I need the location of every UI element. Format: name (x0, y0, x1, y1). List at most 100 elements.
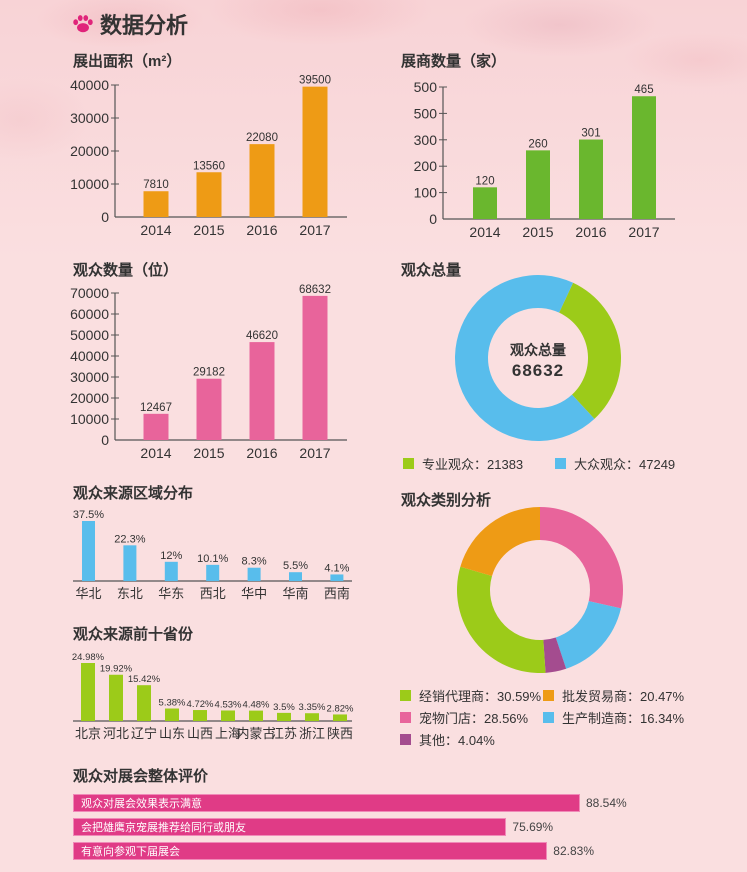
bar-华东 (164, 561, 178, 581)
bar-陕西 (333, 714, 347, 721)
bar-2015 (196, 378, 222, 440)
x-tick-label: 2015 (522, 224, 553, 240)
evaluation-value: 82.83% (553, 844, 594, 858)
paw-icon (73, 15, 93, 33)
bar-value-label: 37.5% (73, 509, 104, 521)
legend-swatch (555, 458, 566, 469)
x-tick-label: 华东 (158, 586, 184, 601)
bar-2016 (249, 144, 275, 217)
y-tick-label: 30000 (70, 369, 109, 385)
bar-value-label: 12467 (140, 402, 172, 414)
bar-辽宁 (137, 685, 151, 721)
legend-manufacturer: 生产制造商：16.34% (543, 708, 684, 727)
bar-华南 (289, 572, 302, 581)
x-tick-label: 浙江 (299, 726, 325, 741)
bar-value-label: 7810 (143, 179, 169, 191)
evaluation-value: 88.54% (586, 796, 627, 810)
x-tick-label: 河北 (103, 726, 129, 741)
legend-label: 专业观众：21383 (422, 457, 524, 472)
x-tick-label: 西南 (324, 586, 350, 601)
exhibitors-chart-title: 展商数量（家） (401, 53, 507, 70)
bar-value-label: 3.5% (273, 702, 295, 713)
bar-内蒙古 (249, 710, 263, 721)
y-tick-label: 300 (414, 132, 438, 148)
x-tick-label: 山西 (187, 726, 213, 741)
visitor-total-slice-专业观众 (559, 282, 621, 419)
x-tick-label: 2017 (299, 445, 330, 461)
x-tick-label: 江苏 (271, 726, 297, 741)
bar-value-label: 68632 (299, 284, 331, 296)
donut-center-value: 68632 (511, 361, 565, 380)
bar-value-label: 5.38% (159, 698, 186, 709)
evaluation-bar-satisfied: 观众对展会效果表示满意 (73, 794, 580, 812)
bar-value-label: 46620 (246, 330, 278, 342)
x-tick-label: 北京 (75, 726, 101, 741)
visitor-types-slice-宠物门店 (540, 507, 623, 609)
x-tick-label: 山东 (159, 726, 185, 741)
bar-value-label: 301 (581, 128, 600, 140)
bar-河北 (109, 674, 123, 721)
bar-浙江 (305, 713, 319, 721)
legend-distributor: 经销代理商：30.59% (400, 686, 541, 705)
bar-value-label: 120 (475, 175, 494, 187)
x-tick-label: 2014 (140, 222, 171, 238)
bar-value-label: 5.5% (283, 560, 308, 572)
bar-2014 (473, 187, 497, 219)
legend-swatch (543, 712, 554, 723)
bar-2017 (632, 96, 656, 219)
y-tick-label: 50000 (70, 327, 109, 343)
x-tick-label: 西北 (200, 586, 226, 601)
bar-value-label: 465 (634, 84, 653, 96)
bar-value-label: 15.42% (128, 674, 161, 685)
bar-value-label: 8.3% (242, 556, 267, 568)
legend-label: 宠物门店：28.56% (419, 711, 529, 726)
legend-label: 批发贸易商：20.47% (562, 689, 685, 704)
bar-value-label: 22.3% (114, 533, 145, 545)
bar-value-label: 39500 (299, 75, 331, 87)
visitor-total-slice-大众观众 (454, 274, 595, 441)
bar-西南 (330, 574, 344, 581)
x-tick-label: 2017 (628, 224, 659, 240)
legend-wholesaler: 批发贸易商：20.47% (543, 686, 684, 705)
bar-value-label: 13560 (193, 160, 225, 172)
evaluation-bar-next-visit: 有意向参观下届展会 (73, 842, 548, 860)
x-tick-label: 2014 (469, 224, 500, 240)
legend-label: 其他：4.04% (419, 733, 495, 748)
x-tick-label: 东北 (117, 586, 143, 601)
x-tick-label: 陕西 (327, 726, 353, 741)
bar-2015 (196, 172, 222, 217)
legend-public: 大众观众：47249 (555, 454, 675, 473)
y-tick-label: 0 (429, 211, 437, 227)
bar-2017 (302, 86, 328, 218)
legend-swatch (400, 690, 411, 701)
bar-华北 (82, 521, 95, 581)
legend-other: 其他：4.04% (400, 730, 495, 749)
bar-2017 (302, 295, 328, 440)
bar-华中 (247, 567, 261, 581)
bar-东北 (123, 545, 137, 581)
visitors-chart-title: 观众数量（位） (73, 262, 179, 279)
y-tick-label: 500 (414, 79, 438, 95)
bar-value-label: 10.1% (197, 553, 228, 565)
legend-swatch (403, 458, 414, 469)
evaluation-bar-label: 会把雄鹰京宠展推荐给同行或朋友 (81, 822, 246, 834)
bar-value-label: 4.48% (243, 700, 270, 711)
legend-swatch (400, 734, 411, 745)
evaluation-bar-recommend: 会把雄鹰京宠展推荐给同行或朋友 (73, 818, 507, 836)
area-chart-title: 展出面积（m²） (73, 53, 182, 70)
bar-value-label: 24.98% (72, 652, 105, 663)
x-tick-label: 2015 (193, 222, 224, 238)
legend-professional: 专业观众：21383 (403, 454, 523, 473)
y-tick-label: 40000 (70, 348, 109, 364)
bar-value-label: 12% (160, 550, 182, 562)
evaluation-value: 75.69% (512, 820, 554, 834)
bar-上海 (221, 710, 235, 721)
bar-西北 (206, 564, 220, 581)
y-tick-label: 60000 (70, 306, 109, 322)
visitor-types-slice-经销代理商 (457, 566, 546, 674)
page-title: 数据分析 (72, 8, 188, 40)
x-tick-label: 2016 (575, 224, 606, 240)
bar-value-label: 19.92% (100, 664, 133, 675)
evaluation-bar-label: 有意向参观下届展会 (81, 846, 180, 858)
evaluation-title: 观众对展会整体评价 (73, 768, 209, 785)
